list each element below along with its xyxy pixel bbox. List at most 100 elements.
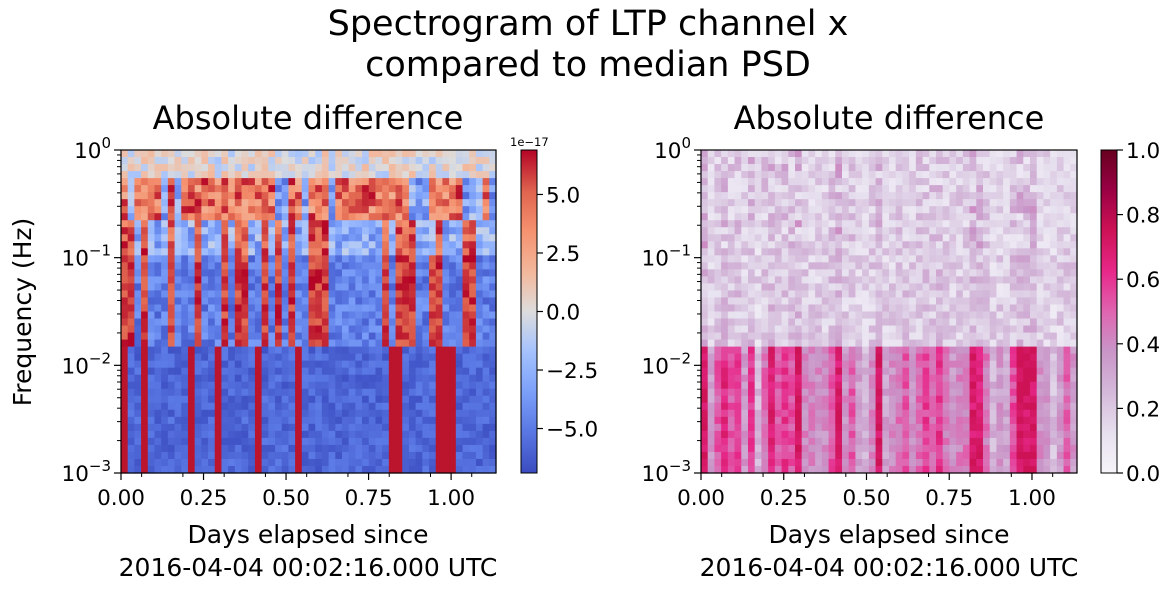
heatmap-cell [707, 192, 716, 200]
heatmap-cell [141, 360, 149, 369]
heatmap-cell [127, 262, 135, 270]
heatmap-cell [761, 185, 769, 193]
heatmap-cell [956, 360, 964, 369]
heatmap-cell [221, 164, 229, 172]
heatmap-cell [1003, 395, 1011, 404]
heatmap-cell [341, 409, 350, 418]
heatmap-cell [295, 297, 303, 306]
heatmap-cell [341, 353, 350, 362]
heatmap-cell [774, 346, 783, 355]
heatmap-cell [174, 276, 182, 285]
heatmap-cell [254, 192, 263, 200]
heatmap-cell [962, 437, 971, 446]
heatmap-cell [962, 367, 971, 376]
heatmap-cell [281, 311, 290, 320]
heatmap-cell [1036, 374, 1045, 383]
heatmap-cell [983, 388, 991, 397]
heatmap-cell [1009, 458, 1018, 467]
heatmap-cell [983, 409, 991, 418]
heatmap-cell [449, 465, 457, 474]
heatmap-cell [801, 150, 810, 158]
heatmap-cell [167, 381, 176, 390]
heatmap-cell [341, 234, 350, 242]
heatmap-cell [909, 444, 917, 453]
heatmap-cell [815, 290, 823, 299]
heatmap-cell [801, 234, 810, 242]
heatmap-cell [187, 318, 196, 327]
heatmap-cell [187, 171, 196, 179]
heatmap-cell [962, 283, 971, 292]
heatmap-cell [455, 381, 464, 390]
heatmap-cell [754, 199, 763, 207]
heatmap-cell [121, 283, 129, 292]
heatmap-cell [395, 283, 403, 292]
heatmap-cell [835, 213, 843, 221]
heatmap-cell [382, 374, 390, 383]
heatmap-cell [868, 150, 877, 158]
heatmap-cell [882, 409, 890, 418]
heatmap-cell [996, 444, 1004, 453]
heatmap-cell [795, 423, 803, 432]
heatmap-cell [996, 409, 1004, 418]
heatmap-cell [788, 192, 796, 200]
heatmap-cell [382, 423, 390, 432]
heatmap-cell [455, 339, 464, 348]
heatmap-cell [382, 395, 390, 404]
heatmap-cell [261, 276, 269, 285]
heatmap-cell [214, 234, 223, 242]
heatmap-cell [301, 437, 310, 446]
heatmap-cell [701, 213, 709, 221]
heatmap-cell [734, 374, 742, 383]
heatmap-cell [435, 374, 444, 383]
heatmap-cell [208, 339, 216, 348]
heatmap-cell [134, 458, 142, 467]
heatmap-cell [388, 465, 397, 474]
heatmap-cell [1036, 283, 1045, 292]
heatmap-cell [489, 157, 497, 165]
heatmap-cell [714, 248, 722, 256]
heatmap-cell [442, 339, 450, 348]
heatmap-cell [134, 213, 142, 221]
heatmap-cell [721, 416, 729, 425]
heatmap-cell [241, 360, 249, 369]
heatmap-cell [828, 437, 836, 446]
heatmap-cell [268, 318, 276, 327]
heatmap-cell [828, 451, 836, 460]
heatmap-cell [469, 276, 477, 285]
heatmap-cell [154, 318, 162, 327]
heatmap-cell [348, 178, 356, 186]
heatmap-cell [489, 206, 497, 214]
heatmap-cell [201, 381, 209, 390]
heatmap-cell [315, 409, 323, 418]
heatmap-cell [727, 297, 736, 306]
heatmap-cell [368, 241, 377, 249]
heatmap-cell [442, 353, 450, 362]
heatmap-cell [167, 353, 176, 362]
heatmap-cell [815, 227, 823, 235]
heatmap-cell [408, 185, 417, 193]
heatmap-cell [348, 213, 356, 221]
heatmap-cell [707, 262, 716, 270]
heatmap-cell [254, 360, 263, 369]
heatmap-cell [315, 290, 323, 299]
heatmap-cell [1009, 157, 1018, 165]
heatmap-cell [328, 416, 336, 425]
heatmap-cell [174, 388, 182, 397]
heatmap-cell [141, 318, 149, 327]
heatmap-cell [268, 269, 276, 277]
heatmap-cell [335, 304, 343, 313]
heatmap-cell [395, 276, 403, 285]
heatmap-cell [734, 164, 742, 172]
heatmap-cell [449, 437, 457, 446]
heatmap-cell [909, 416, 917, 425]
heatmap-cell [701, 374, 709, 383]
heatmap-cell [288, 381, 296, 390]
heatmap-cell [288, 325, 296, 334]
heatmap-cell [147, 276, 156, 285]
heatmap-cell [395, 269, 403, 277]
heatmap-cell [402, 332, 410, 341]
heatmap-cell [315, 227, 323, 235]
heatmap-cell [815, 157, 823, 165]
heatmap-cell [754, 206, 763, 214]
heatmap-cell [734, 276, 742, 285]
